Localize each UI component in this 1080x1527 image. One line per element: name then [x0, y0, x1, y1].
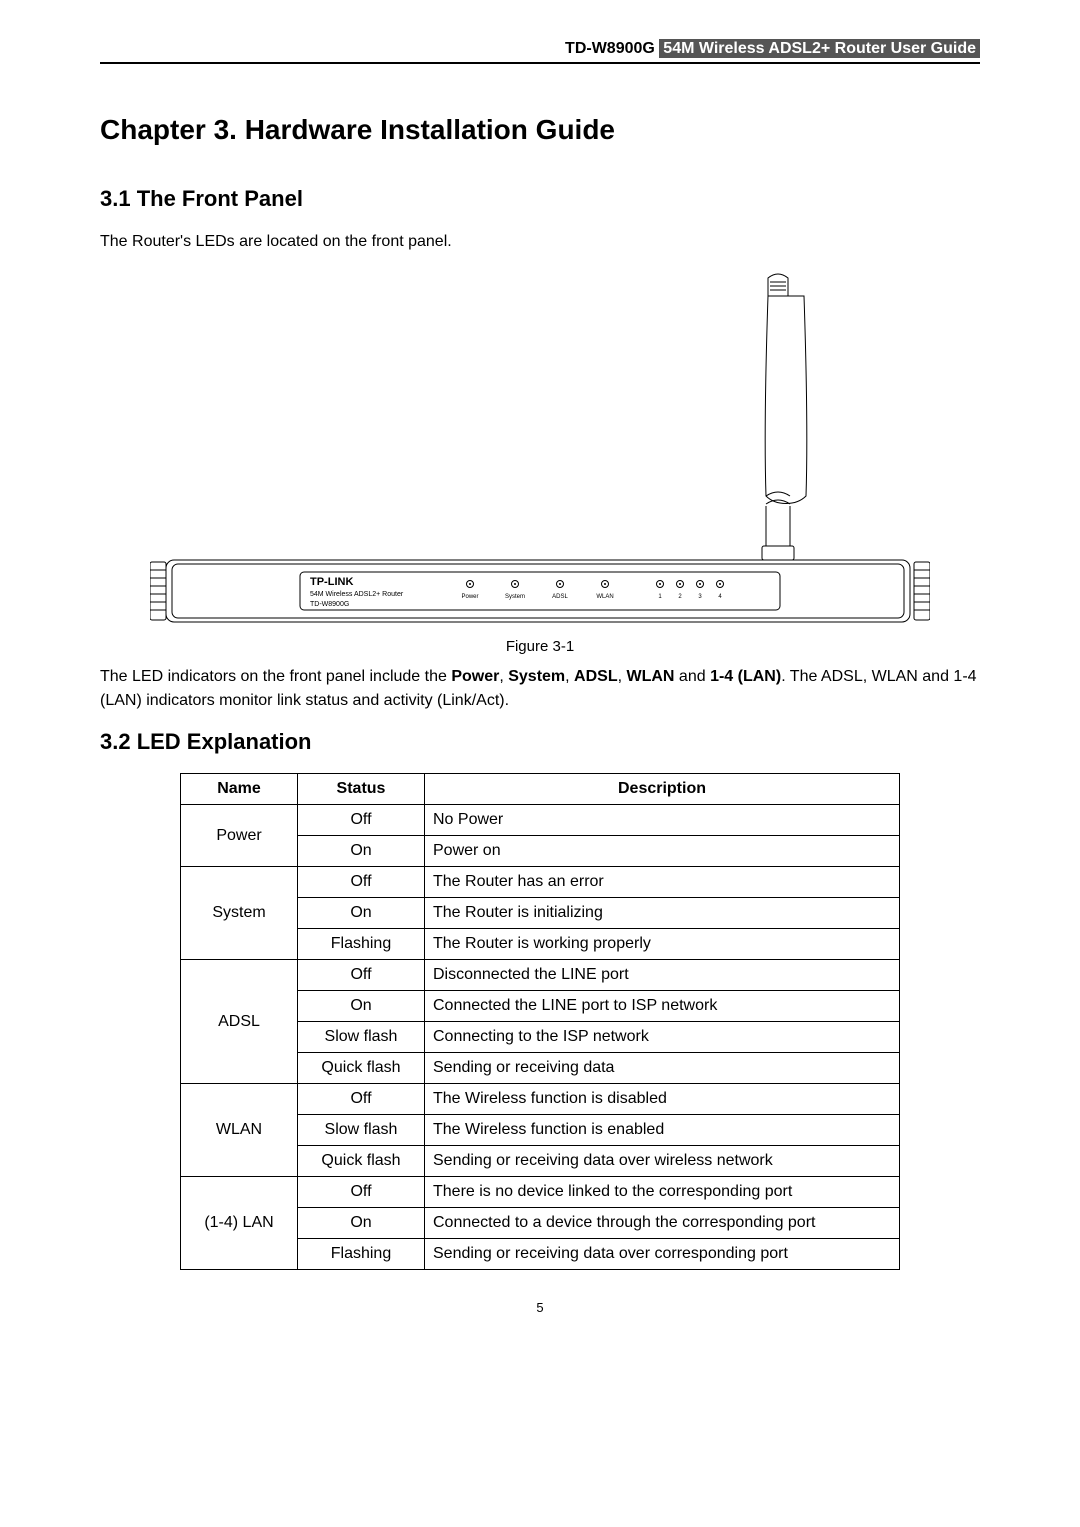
page: TD-W8900G 54M Wireless ADSL2+ Router Use…	[80, 40, 1000, 1355]
cell-description: The Wireless function is enabled	[425, 1115, 900, 1146]
cell-name: WLAN	[181, 1084, 298, 1177]
led-label: Power	[461, 594, 478, 600]
cell-name: ADSL	[181, 960, 298, 1084]
doc-header: TD-W8900G 54M Wireless ADSL2+ Router Use…	[100, 40, 980, 64]
cell-status: Slow flash	[298, 1115, 425, 1146]
cell-name: Power	[181, 805, 298, 867]
cell-status: On	[298, 898, 425, 929]
cell-description: The Router is working properly	[425, 929, 900, 960]
table-row: SystemOffThe Router has an error	[181, 867, 900, 898]
cell-status: Flashing	[298, 1239, 425, 1270]
cell-description: Disconnected the LINE port	[425, 960, 900, 991]
page-number: 5	[100, 1300, 980, 1315]
cell-status: Off	[298, 805, 425, 836]
cell-status: On	[298, 836, 425, 867]
router-brand: TP-LINK	[310, 576, 353, 588]
section-3-1-para: The Router's LEDs are located on the fro…	[100, 230, 980, 254]
cell-status: On	[298, 1208, 425, 1239]
table-row: WLANOffThe Wireless function is disabled	[181, 1084, 900, 1115]
bold-term: WLAN	[627, 668, 675, 685]
cell-description: Sending or receiving data over correspon…	[425, 1239, 900, 1270]
cell-description: Connected to a device through the corres…	[425, 1208, 900, 1239]
cell-description: The Wireless function is disabled	[425, 1084, 900, 1115]
led-label: ADSL	[552, 594, 568, 600]
table-row: PowerOffNo Power	[181, 805, 900, 836]
cell-status: Off	[298, 960, 425, 991]
figure-caption: Figure 3-1	[100, 638, 980, 655]
bold-term: Power	[451, 668, 499, 685]
led-label: System	[505, 594, 525, 600]
th-status: Status	[298, 774, 425, 805]
cell-description: Sending or receiving data over wireless …	[425, 1146, 900, 1177]
th-description: Description	[425, 774, 900, 805]
bold-term: ADSL	[574, 668, 618, 685]
cell-status: Off	[298, 1177, 425, 1208]
cell-status: Off	[298, 867, 425, 898]
th-name: Name	[181, 774, 298, 805]
section-3-2-heading: 3.2 LED Explanation	[100, 729, 980, 755]
led-table: Name Status Description PowerOffNo Power…	[180, 773, 900, 1270]
chapter-title: Chapter 3. Hardware Installation Guide	[100, 114, 980, 146]
table-row: ADSLOffDisconnected the LINE port	[181, 960, 900, 991]
led-label: WLAN	[596, 594, 613, 600]
bold-term: 1-4 (LAN)	[710, 668, 781, 685]
cell-status: Slow flash	[298, 1022, 425, 1053]
header-title: 54M Wireless ADSL2+ Router User Guide	[659, 39, 980, 58]
cell-status: Quick flash	[298, 1053, 425, 1084]
cell-name: System	[181, 867, 298, 960]
header-model: TD-W8900G	[565, 40, 655, 57]
cell-description: There is no device linked to the corresp…	[425, 1177, 900, 1208]
bold-term: System	[508, 668, 565, 685]
cell-description: The Router has an error	[425, 867, 900, 898]
router-sublabel2: TD-W8900G	[310, 601, 349, 608]
router-sublabel1: 54M Wireless ADSL2+ Router	[310, 591, 404, 598]
cell-status: Off	[298, 1084, 425, 1115]
cell-status: Quick flash	[298, 1146, 425, 1177]
cell-status: On	[298, 991, 425, 1022]
cell-description: Sending or receiving data	[425, 1053, 900, 1084]
figure-3-1: TP-LINK 54M Wireless ADSL2+ Router TD-W8…	[150, 270, 930, 630]
cell-description: No Power	[425, 805, 900, 836]
section-3-1-heading: 3.1 The Front Panel	[100, 186, 980, 212]
cell-description: Connecting to the ISP network	[425, 1022, 900, 1053]
cell-description: The Router is initializing	[425, 898, 900, 929]
router-diagram: TP-LINK 54M Wireless ADSL2+ Router TD-W8…	[150, 270, 930, 630]
table-row: (1-4) LANOffThere is no device linked to…	[181, 1177, 900, 1208]
cell-description: Power on	[425, 836, 900, 867]
after-figure-para: The LED indicators on the front panel in…	[100, 665, 980, 713]
cell-status: Flashing	[298, 929, 425, 960]
cell-name: (1-4) LAN	[181, 1177, 298, 1270]
cell-description: Connected the LINE port to ISP network	[425, 991, 900, 1022]
